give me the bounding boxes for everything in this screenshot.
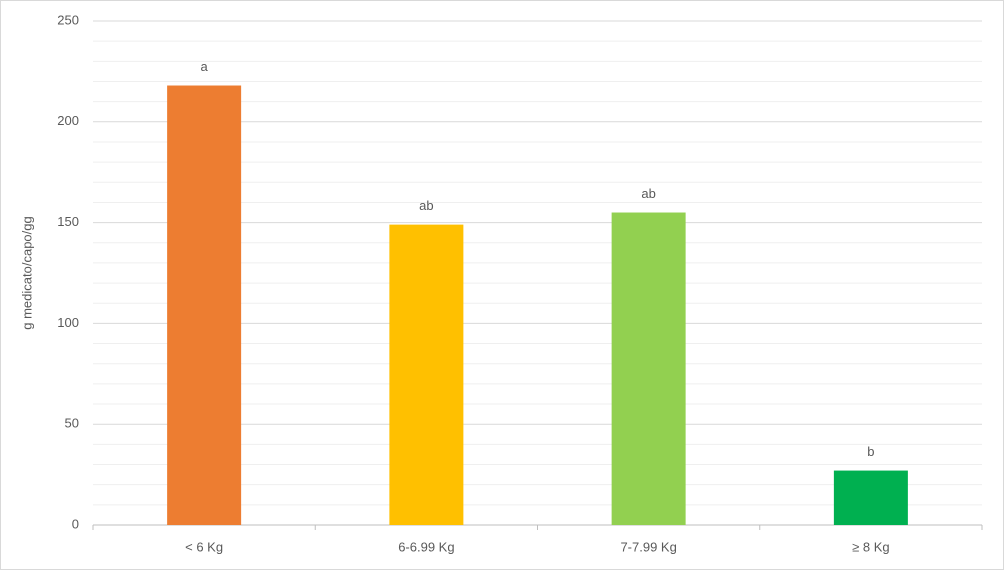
bar-annotation: a <box>201 59 209 74</box>
bar-annotation: b <box>867 444 874 459</box>
x-tick-label: ≥ 8 Kg <box>852 539 890 554</box>
x-tick-label: < 6 Kg <box>185 539 223 554</box>
y-tick-label: 200 <box>57 113 79 128</box>
bar <box>611 212 686 525</box>
y-tick-label: 50 <box>65 416 79 431</box>
bar-annotation: ab <box>419 198 433 213</box>
y-axis-label: g medicato/capo/gg <box>19 216 34 329</box>
y-tick-label: 100 <box>57 315 79 330</box>
bar <box>833 470 908 525</box>
y-tick-label: 150 <box>57 214 79 229</box>
x-tick-label: 6-6.99 Kg <box>398 539 454 554</box>
y-tick-label: 0 <box>72 516 79 531</box>
bar-annotation: ab <box>641 186 655 201</box>
bar <box>167 85 242 526</box>
x-tick-label: 7-7.99 Kg <box>620 539 676 554</box>
bar <box>389 224 464 525</box>
y-tick-label: 250 <box>57 12 79 27</box>
